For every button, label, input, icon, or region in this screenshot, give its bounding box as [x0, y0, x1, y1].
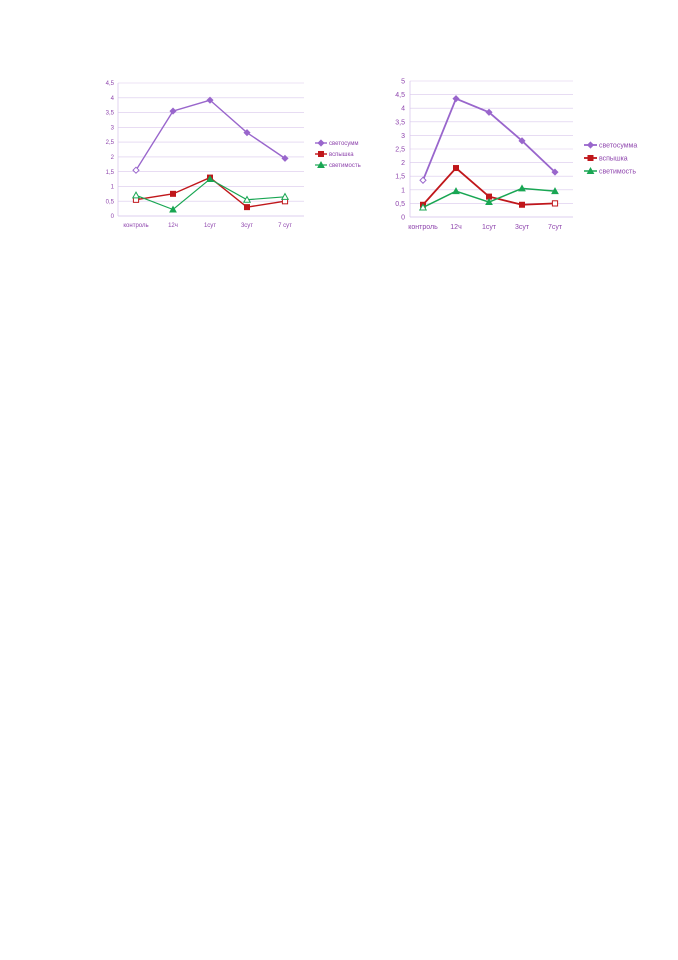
data-point	[169, 190, 176, 197]
x-tick-label: 12ч	[450, 224, 462, 231]
legend-label: светимость	[329, 163, 361, 169]
y-tick-label: 5	[401, 78, 405, 85]
y-tick-label: 0	[111, 214, 115, 220]
y-tick-label: 2	[401, 160, 405, 167]
legend-entry: светимость	[315, 160, 361, 169]
x-tick-label: 1сут	[482, 224, 497, 231]
data-point	[518, 137, 526, 145]
data-point	[243, 129, 251, 137]
series-0	[132, 96, 289, 174]
y-tick-label: 2	[111, 155, 115, 161]
data-point	[242, 195, 252, 203]
data-point	[452, 187, 460, 195]
x-tick-label: контроль	[123, 223, 148, 229]
data-point	[551, 187, 559, 195]
series-2	[418, 184, 559, 211]
y-tick-label: 0,5	[106, 199, 115, 205]
data-point	[206, 96, 214, 104]
data-point	[518, 184, 526, 192]
data-point	[551, 200, 559, 207]
y-tick-label: 4,5	[106, 81, 115, 87]
y-tick-label: 0	[401, 214, 405, 221]
x-tick-label: 7 сут	[278, 223, 292, 229]
y-tick-label: 3	[401, 133, 405, 140]
legend-marker	[317, 160, 325, 168]
legend-label: светимость	[599, 168, 636, 175]
legend-entry: светосумм	[315, 139, 358, 147]
data-point	[485, 108, 493, 116]
y-tick-label: 1	[401, 187, 405, 194]
data-point	[453, 165, 460, 172]
y-tick-label: 1,5	[106, 170, 115, 176]
data-point	[243, 204, 250, 211]
x-tick-label: 1сут	[204, 223, 216, 229]
data-point	[169, 205, 177, 213]
y-tick-label: 0,5	[395, 201, 405, 208]
legend-entry: светимость	[584, 166, 636, 175]
data-point	[551, 168, 559, 176]
data-point	[131, 191, 141, 199]
legend-entry: светосумма	[584, 141, 637, 149]
y-tick-label: 3,5	[395, 119, 405, 126]
y-tick-label: 2,5	[106, 140, 115, 146]
data-point	[419, 176, 427, 184]
x-tick-label: контроль	[408, 224, 438, 231]
series-0	[419, 95, 559, 184]
data-point	[518, 201, 525, 208]
legend-marker	[586, 141, 595, 149]
y-tick-label: 2,5	[395, 146, 405, 153]
x-tick-label: 12ч	[168, 223, 178, 229]
data-point	[281, 154, 289, 162]
series-line	[135, 99, 286, 171]
data-point	[418, 203, 428, 211]
x-tick-label: 7сут	[548, 224, 563, 231]
legend-entry: вспышка	[315, 150, 354, 158]
y-tick-label: 3,5	[106, 111, 115, 117]
y-tick-label: 3	[111, 125, 115, 131]
chart-right: 0 0,5 1 1,5 2 2,5 3 3,5 4 4,5 5 контроль 12ч 1сут 3сут…	[395, 78, 637, 231]
legend-marker	[317, 150, 324, 157]
data-point	[206, 175, 214, 183]
legend-label: светосумма	[599, 142, 637, 149]
y-tick-label: 4,5	[395, 92, 405, 99]
chart-left: 0 0,5 1 1,5 2 2,5 3 3,5 4 4,5 контроль 12ч 1сут 3сут 7…	[106, 81, 361, 229]
x-tick-label: 3сут	[515, 224, 530, 231]
data-point	[452, 95, 460, 103]
series-2	[131, 175, 290, 213]
y-tick-label: 4	[401, 106, 405, 113]
legend-marker	[587, 154, 594, 161]
legend-label: вспышка	[329, 152, 354, 158]
legend-marker	[317, 139, 325, 147]
data-point	[132, 166, 140, 174]
legend-label: светосумм	[329, 141, 358, 147]
x-tick-label: 3сут	[241, 223, 253, 229]
data-point	[280, 192, 290, 200]
y-tick-label: 1,5	[395, 174, 405, 181]
legend-label: вспышка	[599, 155, 628, 162]
data-point	[485, 198, 493, 206]
legend-marker	[586, 166, 595, 174]
y-tick-label: 4	[111, 96, 115, 102]
y-tick-label: 1	[111, 185, 115, 191]
data-point	[169, 107, 177, 115]
legend-entry: вспышка	[584, 154, 628, 162]
